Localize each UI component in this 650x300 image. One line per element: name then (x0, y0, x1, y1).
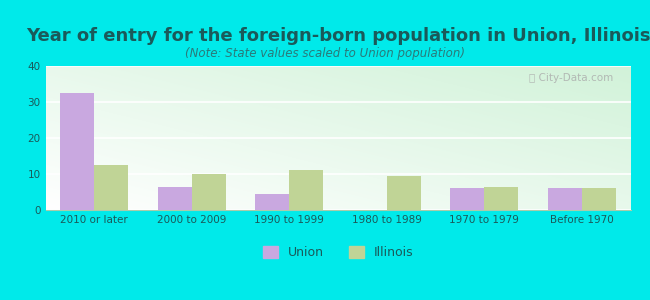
Bar (289, 170, 324, 210)
Legend: Union, Illinois: Union, Illinois (257, 241, 419, 264)
Bar (450, 188, 484, 210)
Title: Year of entry for the foreign-born population in Union, Illinois: Year of entry for the foreign-born popul… (26, 27, 650, 45)
Bar (60, 93, 94, 210)
Bar (547, 188, 582, 210)
Bar (94, 165, 129, 210)
Bar (192, 174, 226, 210)
Text: (Note: State values scaled to Union population): (Note: State values scaled to Union popu… (185, 46, 465, 59)
Bar (157, 187, 192, 210)
Bar (582, 188, 616, 210)
Bar (255, 194, 289, 210)
Bar (387, 176, 421, 210)
Bar (484, 187, 519, 210)
Text: ⓘ City-Data.com: ⓘ City-Data.com (528, 73, 613, 83)
